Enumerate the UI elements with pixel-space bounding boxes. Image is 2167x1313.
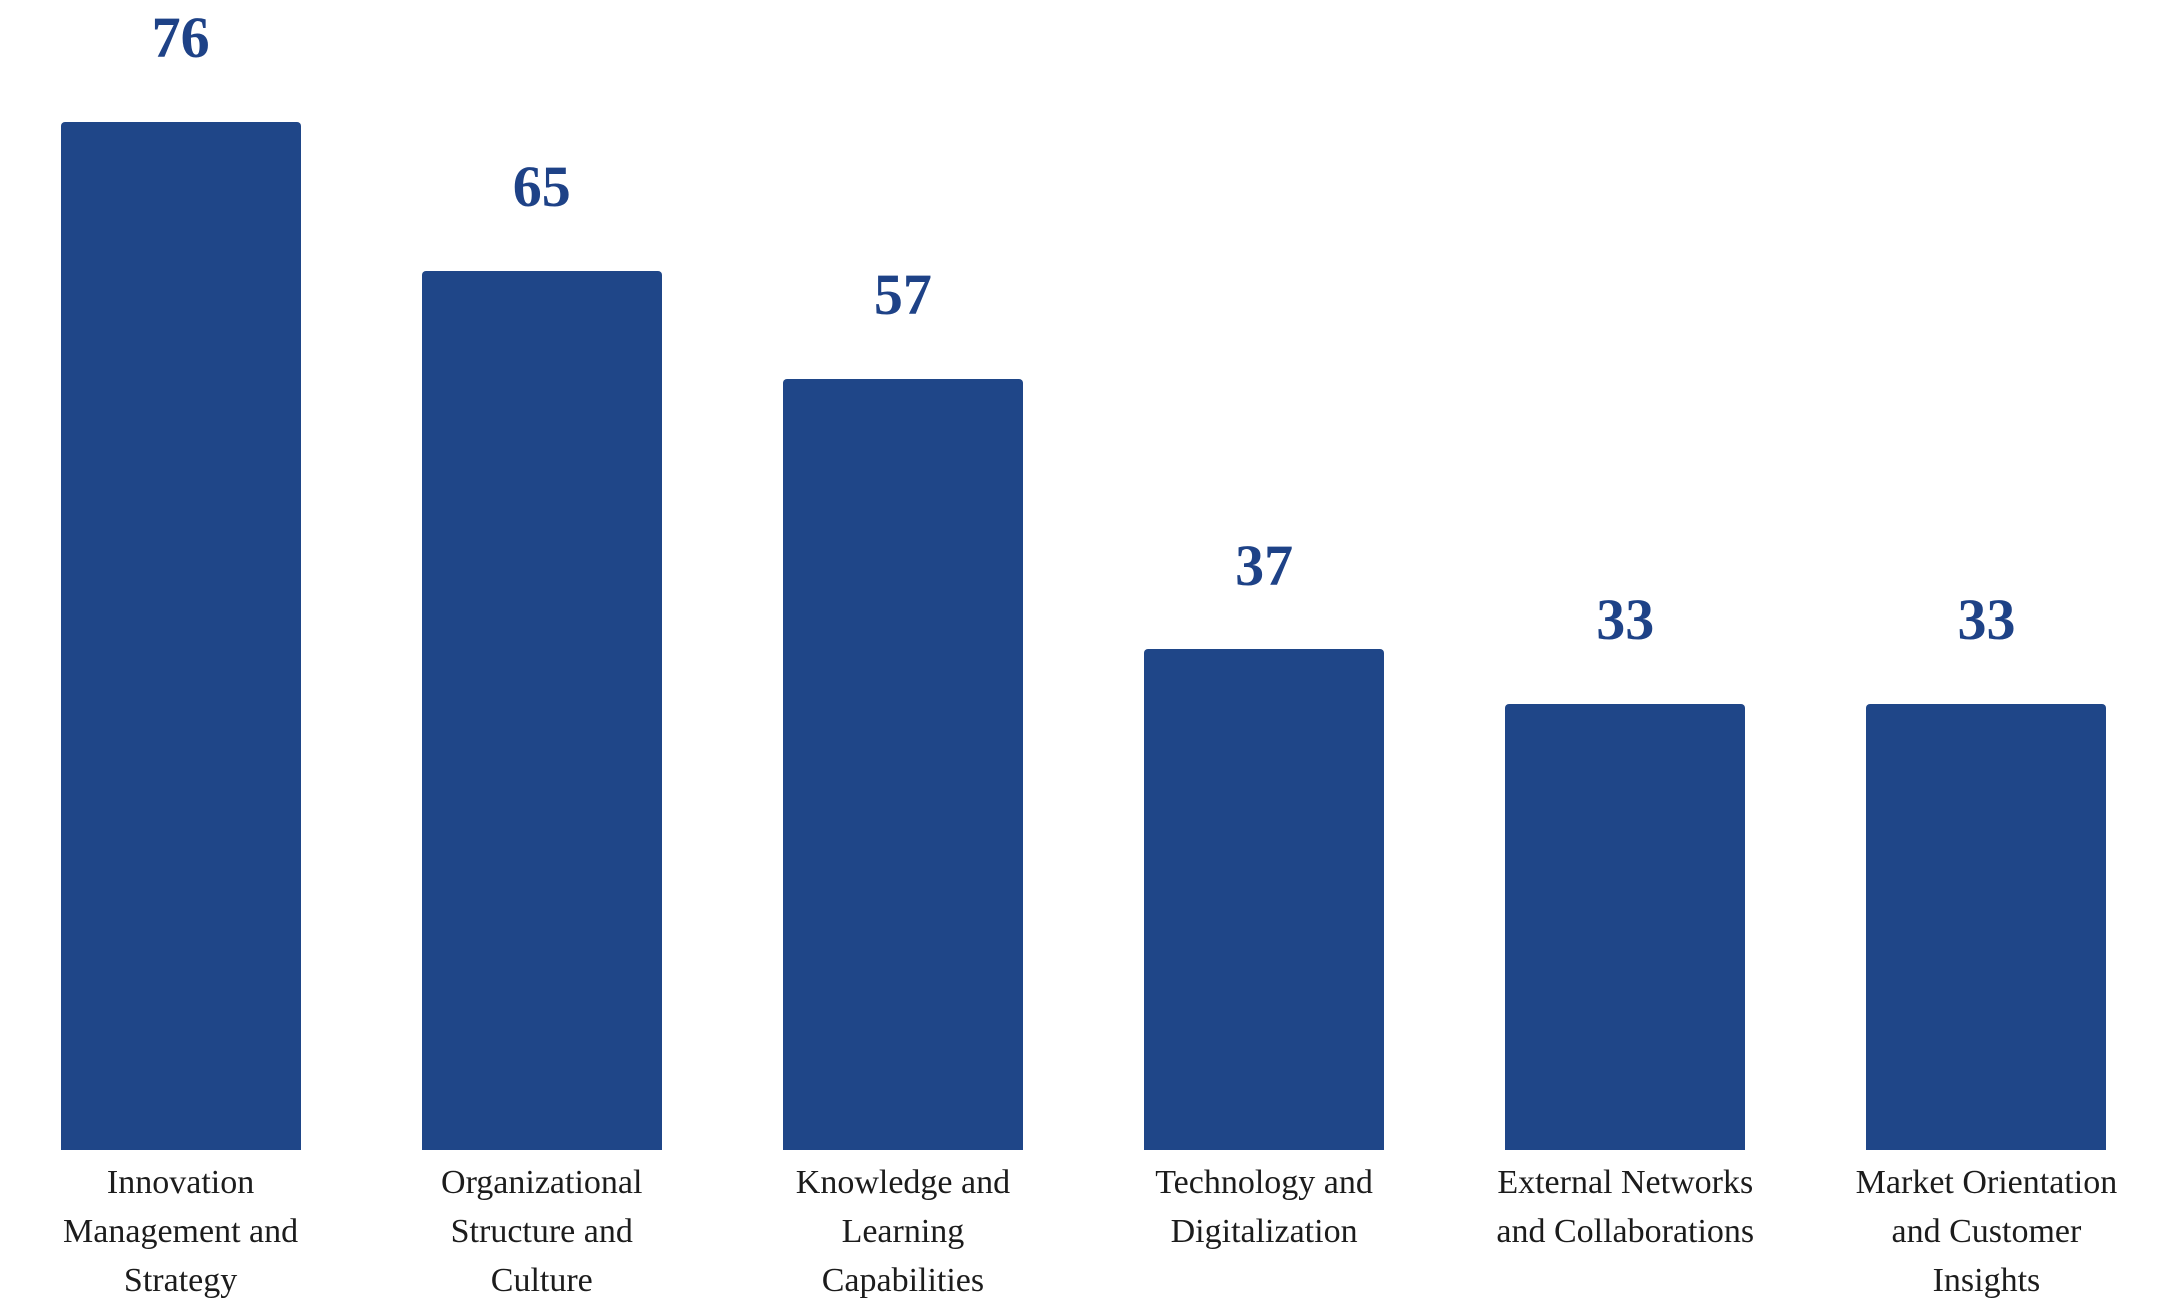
category-label: External Networks and Collaborations: [1496, 1164, 1755, 1250]
bar: [1866, 703, 2107, 1150]
bar-column: 37: [1084, 0, 1445, 1150]
category-label: Knowledge and Learning Capabilities: [795, 1164, 1011, 1299]
bar-value-label: 57: [873, 262, 932, 328]
bar-value-label: 76: [151, 4, 210, 70]
category-label: Technology and Digitalization: [1155, 1164, 1373, 1250]
bar-column: 33: [1806, 0, 2167, 1150]
bar: [60, 121, 301, 1150]
bar-value-label: 33: [1596, 586, 1655, 652]
bar-value-label: 37: [1235, 532, 1294, 598]
category-axis: Innovation Management and Strategy Organi…: [0, 1150, 2167, 1305]
bar-column: 33: [1445, 0, 1806, 1150]
category-label: Innovation Management and Strategy: [63, 1164, 299, 1299]
bar-column: 65: [361, 0, 722, 1150]
bar-column: 57: [722, 0, 1083, 1150]
bar: [1505, 703, 1746, 1150]
bar-value-label: 33: [1957, 586, 2016, 652]
bar: [782, 378, 1023, 1150]
plot-area: 76 65 57 37 33 33: [0, 0, 2167, 1150]
bar-column: 76: [0, 0, 361, 1150]
category-label: Market Orientation and Customer Insights: [1855, 1164, 2118, 1299]
bar: [421, 270, 662, 1150]
bar: [1144, 649, 1385, 1150]
category-label: Organizational Structure and Culture: [441, 1164, 643, 1299]
bar-value-label: 65: [512, 153, 571, 219]
